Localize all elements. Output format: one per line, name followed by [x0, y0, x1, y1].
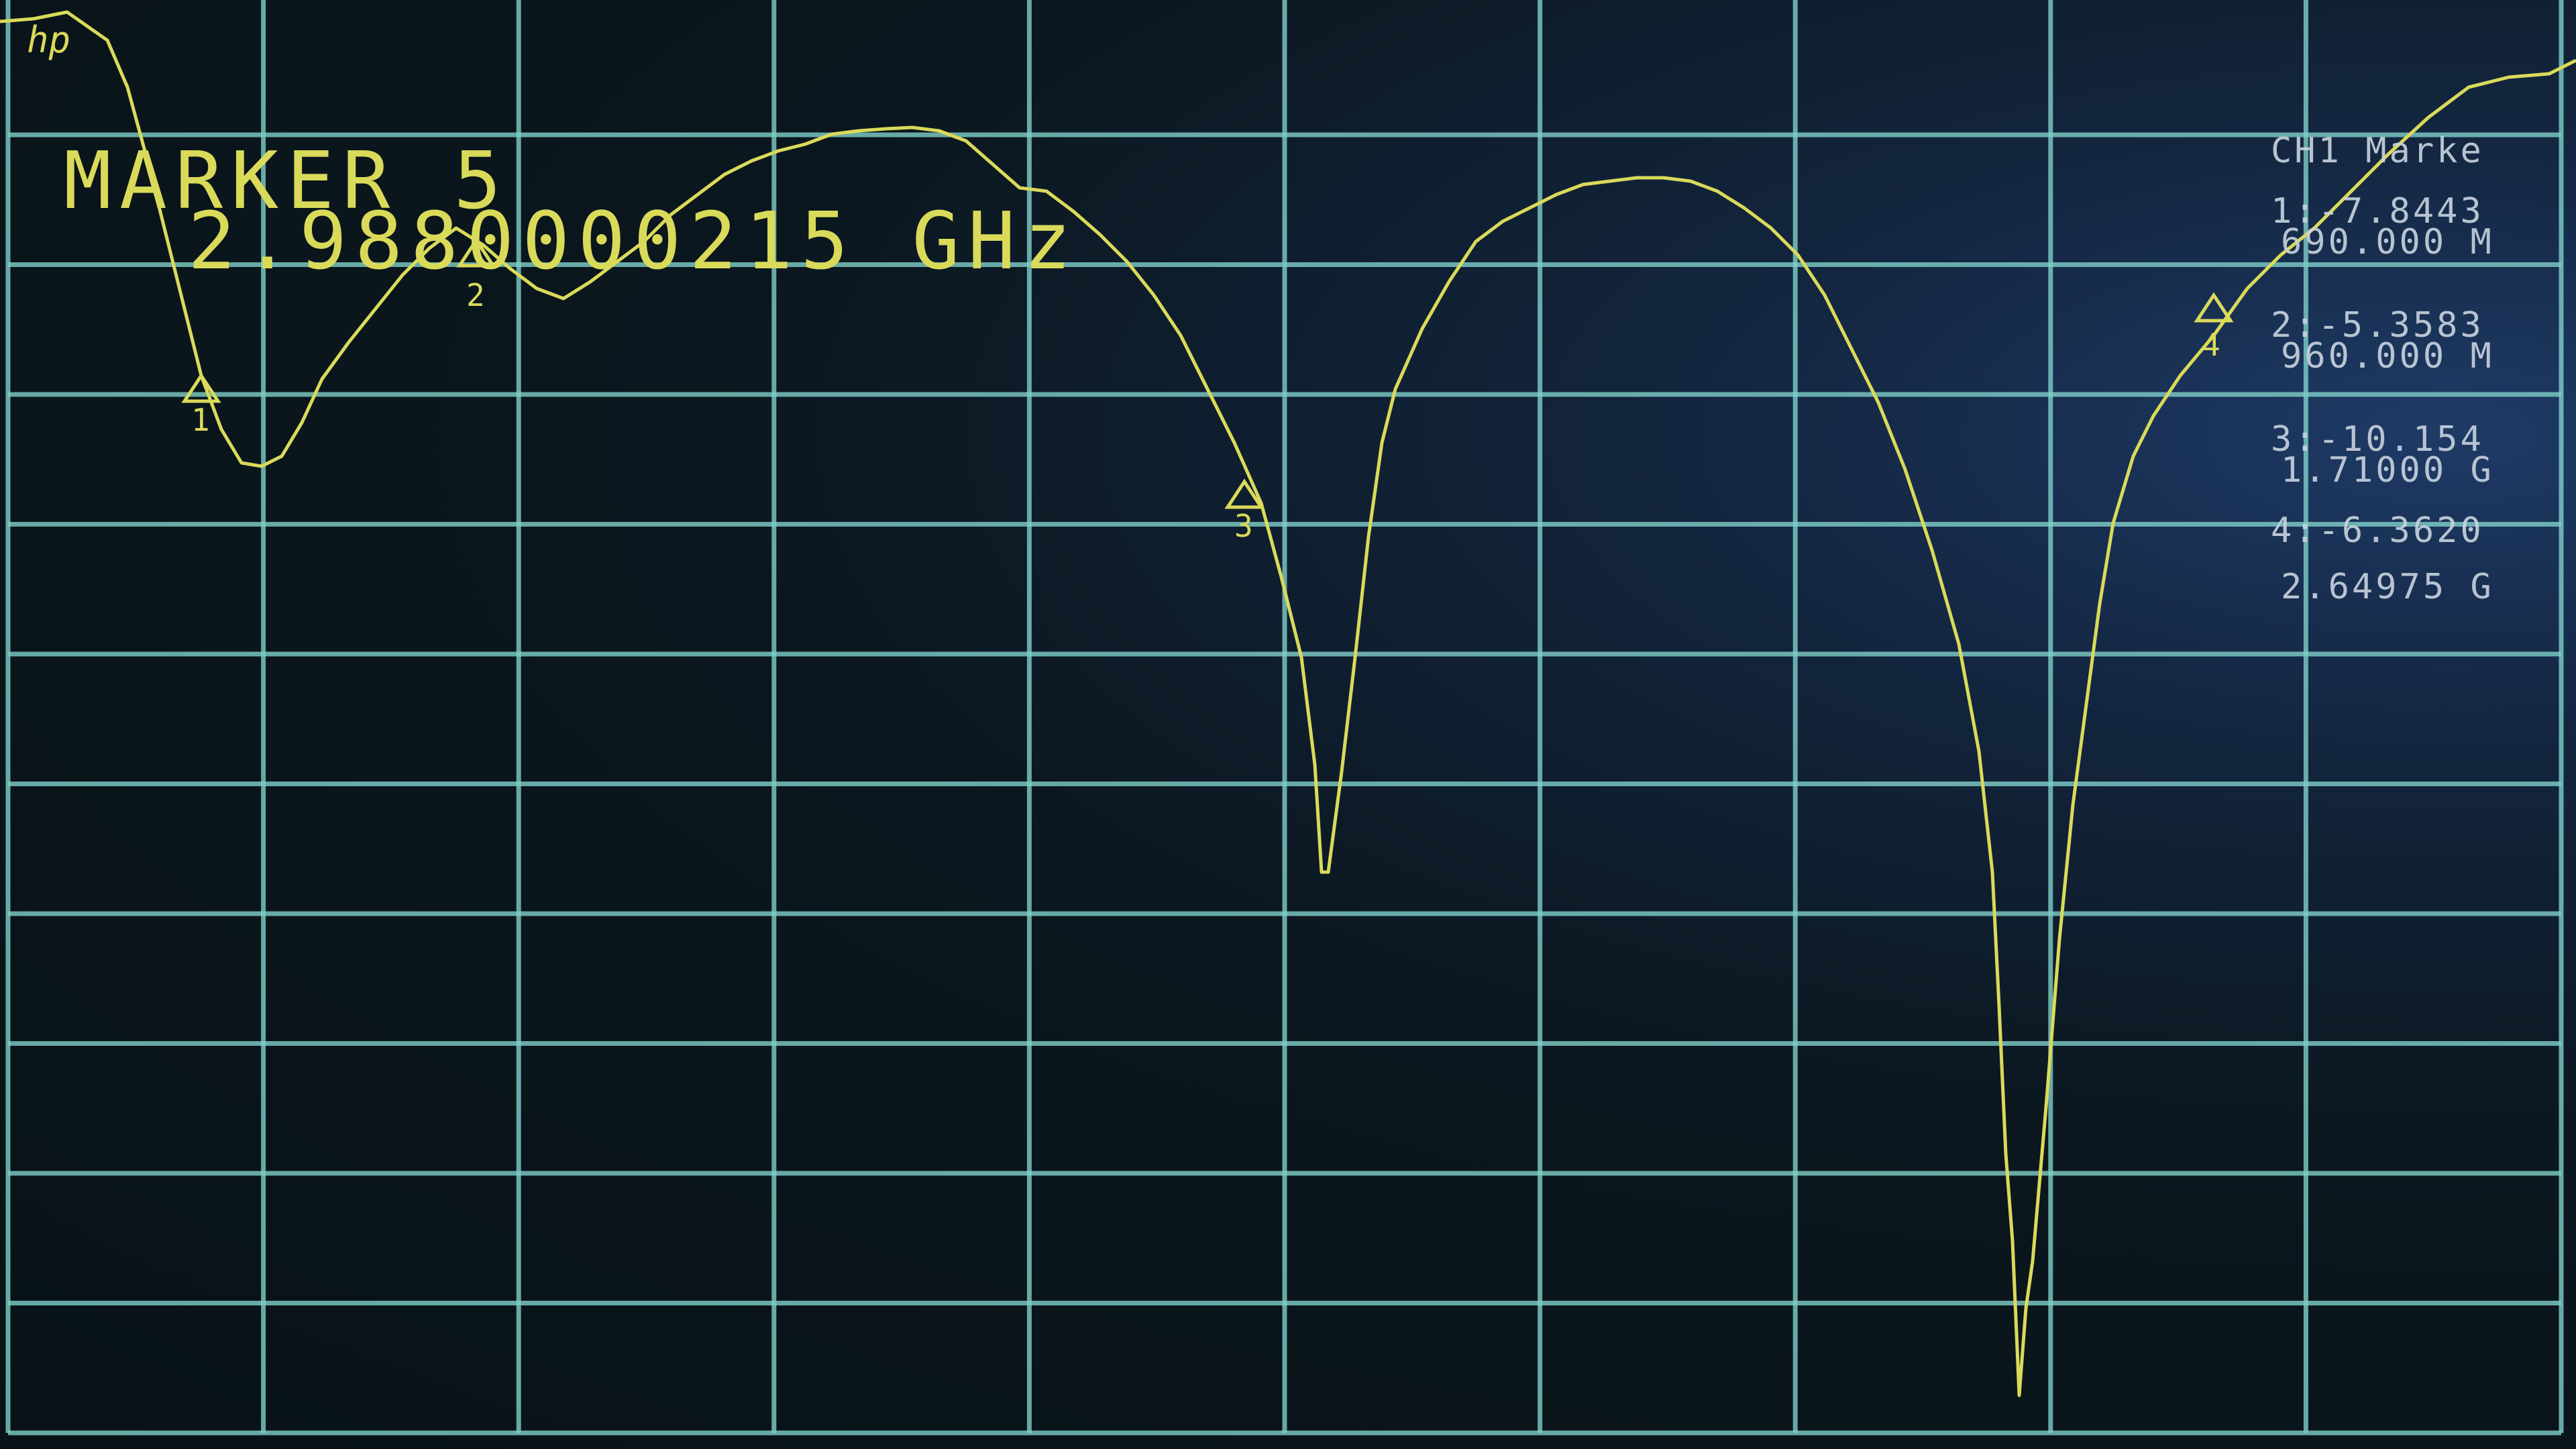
panel-marker-1-value: 1:-7.8443: [2271, 191, 2484, 231]
marker-1-triangle: [181, 372, 221, 403]
marker-1-number: 1: [191, 402, 210, 438]
active-marker-title: MARKER 5: [64, 134, 509, 227]
panel-marker-3-value: 3:-10.154: [2271, 419, 2484, 460]
panel-marker-2-frequency: 960.000 M: [2281, 336, 2494, 376]
active-marker-frequency: 2.9880000215 GHz: [188, 195, 1079, 287]
marker-4-triangle: [2194, 292, 2234, 323]
marker-2-indicator: 2: [456, 237, 496, 313]
panel-marker-3-frequency: 1.71000 G: [2281, 450, 2494, 490]
marker-2-number: 2: [466, 277, 485, 313]
panel-marker-4-value: 4:-6.3620: [2271, 511, 2484, 551]
marker-1-indicator: 1: [181, 372, 221, 438]
marker-4-indicator: 4: [2194, 292, 2234, 363]
marker-2-triangle: [456, 237, 496, 268]
panel-marker-1-frequency: 690.000 M: [2281, 222, 2494, 262]
measurement-trace: [0, 10, 2576, 1397]
panel-marker-2-value: 2:-5.3583: [2271, 305, 2484, 345]
hp-corner-label: hp: [27, 19, 70, 61]
marker-3-indicator: 3: [1224, 478, 1265, 544]
marker-readout-panel: CH1 Marke 1:-7.8443 690.000 M 2:-5.3583 …: [2271, 131, 2494, 607]
panel-header: CH1 Marke: [2271, 131, 2484, 171]
marker-3-number: 3: [1234, 508, 1253, 544]
graticule: [5, 0, 2564, 1436]
marker-4-number: 4: [2202, 327, 2220, 363]
marker-3-triangle: [1224, 478, 1265, 509]
panel-marker-4-frequency: 2.64975 G: [2281, 567, 2494, 607]
